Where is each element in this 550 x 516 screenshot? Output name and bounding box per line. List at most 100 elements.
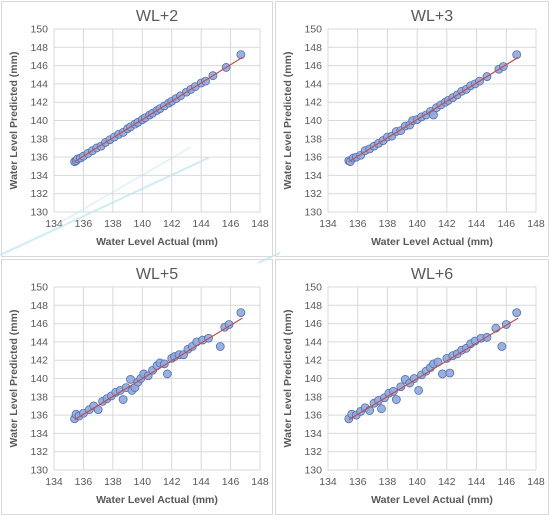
data-point bbox=[215, 342, 225, 351]
y-tick-label: 132 bbox=[304, 446, 322, 458]
chart-title: WL+6 bbox=[411, 266, 453, 283]
data-point bbox=[162, 369, 172, 379]
x-tick-label: 144 bbox=[468, 476, 486, 488]
data-point bbox=[388, 386, 398, 396]
x-tick-label: 146 bbox=[498, 476, 516, 488]
y-tick-label: 148 bbox=[30, 42, 48, 54]
y-tick-label: 142 bbox=[30, 97, 48, 109]
y-tick-label: 140 bbox=[30, 115, 48, 127]
y-tick-label: 150 bbox=[30, 282, 48, 294]
data-point bbox=[512, 50, 522, 60]
y-axis-label: Water Level Predicted (mm) bbox=[282, 310, 294, 448]
scatter-chart-wl2: WL+2130132134136138140142144146148150134… bbox=[8, 8, 269, 248]
y-tick-label: 144 bbox=[30, 78, 48, 90]
y-tick-label: 138 bbox=[30, 391, 48, 403]
x-tick-label: 134 bbox=[319, 218, 337, 230]
y-tick-label: 150 bbox=[30, 24, 48, 36]
x-tick-label: 136 bbox=[349, 218, 367, 230]
x-tick-label: 144 bbox=[192, 476, 210, 488]
data-point bbox=[118, 395, 128, 404]
y-tick-label: 148 bbox=[304, 42, 322, 54]
y-tick-label: 140 bbox=[304, 115, 322, 127]
x-tick-label: 148 bbox=[527, 218, 545, 230]
data-point bbox=[512, 308, 522, 318]
y-tick-label: 136 bbox=[30, 410, 48, 422]
x-tick-label: 144 bbox=[468, 218, 486, 230]
y-tick-label: 148 bbox=[304, 300, 322, 312]
trend-line bbox=[348, 56, 519, 163]
y-axis-label: Water Level Predicted (mm) bbox=[8, 310, 20, 448]
chart-panel-wl2: WL+2 130 132 134 136 138 140 142 144 146 148 150 134… bbox=[1, 1, 273, 257]
x-tick-label: 138 bbox=[104, 218, 122, 230]
x-tick-label: 148 bbox=[251, 218, 269, 230]
y-tick-label: 138 bbox=[30, 133, 48, 145]
x-axis-label: Water Level Actual (mm) bbox=[96, 494, 218, 506]
x-tick-label: 148 bbox=[527, 476, 545, 488]
y-tick-label: 130 bbox=[304, 465, 322, 477]
data-point bbox=[126, 375, 135, 384]
y-tick-label: 130 bbox=[304, 207, 322, 219]
chart-panel-wl5: WL+5 130 132 134 136 138 140 142 144 146 148 150 134… bbox=[1, 259, 273, 515]
data-point bbox=[445, 368, 455, 378]
y-tick-label: 144 bbox=[304, 78, 322, 90]
y-tick-label: 144 bbox=[304, 336, 322, 348]
x-tick-label: 146 bbox=[498, 218, 516, 230]
x-tick-label: 138 bbox=[379, 476, 397, 488]
trend-line bbox=[348, 317, 519, 421]
x-tick-label: 144 bbox=[192, 218, 210, 230]
y-tick-label: 134 bbox=[30, 428, 48, 440]
trend-line bbox=[74, 317, 243, 421]
x-tick-label: 142 bbox=[438, 476, 456, 488]
x-tick-label: 138 bbox=[379, 218, 397, 230]
y-tick-label: 150 bbox=[304, 24, 322, 36]
y-axis-label: Water Level Predicted (mm) bbox=[8, 52, 20, 190]
x-tick-label: 136 bbox=[349, 476, 367, 488]
y-tick-label: 132 bbox=[304, 188, 322, 200]
y-tick-label: 132 bbox=[30, 188, 48, 200]
x-tick-label: 142 bbox=[163, 476, 181, 488]
x-tick-label: 140 bbox=[408, 218, 426, 230]
chart-panel-wl6: WL+6 130 132 134 136 138 140 142 144 146 148 150 134… bbox=[275, 259, 549, 515]
x-tick-label: 136 bbox=[75, 218, 93, 230]
y-tick-label: 134 bbox=[304, 170, 322, 182]
y-tick-label: 138 bbox=[304, 133, 322, 145]
y-tick-label: 136 bbox=[304, 410, 322, 422]
y-tick-label: 144 bbox=[30, 336, 48, 348]
y-tick-label: 146 bbox=[30, 318, 48, 330]
data-point bbox=[497, 342, 507, 351]
data-point bbox=[236, 308, 246, 318]
x-axis-label: Water Level Actual (mm) bbox=[96, 236, 218, 248]
y-tick-label: 140 bbox=[30, 373, 48, 385]
x-axis-label: Water Level Actual (mm) bbox=[371, 236, 493, 248]
y-tick-label: 136 bbox=[30, 152, 48, 164]
chart-panel-wl3: WL+3 130 132 134 136 138 140 142 144 146 148 150 134… bbox=[275, 1, 549, 257]
y-tick-label: 148 bbox=[30, 300, 48, 312]
scatter-chart-wl5: WL+5 130 132 134 136 138 140 142 144 146 148 150 134… bbox=[8, 266, 269, 506]
y-tick-label: 140 bbox=[304, 373, 322, 385]
y-tick-label: 134 bbox=[304, 428, 322, 440]
y-tick-label: 146 bbox=[30, 60, 48, 72]
x-tick-label: 142 bbox=[163, 218, 181, 230]
x-tick-label: 138 bbox=[104, 476, 122, 488]
y-tick-label: 130 bbox=[30, 465, 48, 477]
x-tick-label: 134 bbox=[45, 476, 63, 488]
data-point bbox=[236, 50, 246, 60]
y-tick-label: 132 bbox=[30, 446, 48, 458]
y-tick-label: 136 bbox=[304, 152, 322, 164]
scatter-chart-wl3: WL+3 130 132 134 136 138 140 142 144 146 148 150 134… bbox=[282, 8, 545, 248]
data-point bbox=[414, 385, 424, 395]
y-axis-label: Water Level Predicted (mm) bbox=[282, 52, 294, 190]
x-tick-label: 148 bbox=[251, 476, 269, 488]
x-tick-label: 140 bbox=[134, 476, 152, 488]
chart-title: WL+5 bbox=[136, 266, 178, 283]
y-tick-label: 130 bbox=[30, 207, 48, 219]
y-tick-label: 142 bbox=[304, 97, 322, 109]
x-axis-label: Water Level Actual (mm) bbox=[371, 494, 493, 506]
data-point bbox=[429, 110, 438, 120]
data-point bbox=[224, 320, 234, 329]
y-tick-label: 150 bbox=[304, 282, 322, 294]
x-tick-label: 136 bbox=[75, 476, 93, 488]
data-point bbox=[377, 404, 386, 414]
trend-line bbox=[74, 56, 243, 163]
y-tick-label: 138 bbox=[304, 391, 322, 403]
